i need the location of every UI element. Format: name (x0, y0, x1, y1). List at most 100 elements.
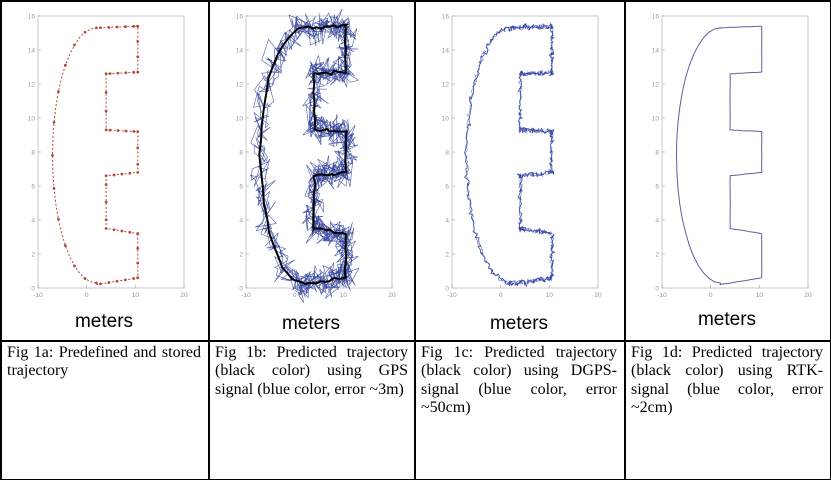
plot-2-ytick-label: 16 (442, 14, 450, 21)
plot-2-axes-box (451, 15, 599, 289)
table-divider-2 (414, 0, 416, 480)
rtk-signal-line (675, 25, 763, 286)
plot-0-xtick-label: 20 (180, 292, 188, 299)
plot-1-ytick-label: 6 (239, 184, 243, 191)
table-border-left (0, 0, 2, 480)
plot-1-ytick-label: 2 (239, 252, 243, 259)
trajectory-point (107, 281, 111, 284)
trajectory-point (112, 228, 116, 232)
plot-2-ytick-label: 8 (445, 150, 449, 157)
trajectory-point (104, 109, 108, 113)
trajectory-point (136, 276, 140, 280)
xlabel-1a: meters (74, 311, 134, 332)
trajectory-point (63, 63, 67, 67)
trajectory-point (63, 244, 67, 247)
plot-0-xtick-label: 0 (85, 292, 89, 299)
plot-1-ytick-label: 12 (236, 82, 244, 89)
plot-3-ytick-label: 6 (655, 184, 659, 191)
trajectory-point (104, 91, 108, 94)
plot-3-ytick-label: 16 (652, 14, 660, 21)
caption-1b: Fig 1b: Predicted trajectory (black colo… (215, 344, 408, 398)
trajectory-point (136, 24, 140, 28)
trajectory-point (95, 281, 98, 285)
trajectory-point (115, 279, 119, 283)
plot-3-ytick-label: 2 (655, 252, 659, 259)
trajectory-point (104, 200, 108, 204)
plot-0-ytick-label: 0 (31, 286, 35, 293)
plot-2-xtick-label: 10 (546, 292, 554, 299)
trajectory-point (124, 129, 128, 133)
trajectory-point (83, 277, 87, 280)
plot-2-ytick-label: 10 (442, 116, 450, 123)
trajectory-point (104, 128, 108, 132)
plot-1-ytick-label: 14 (236, 48, 244, 55)
plot-1b: 0 2 4 6 8 10 12 14 16 -10 0 10 20 (222, 6, 402, 304)
plot-3-xtick-label: -10 (657, 292, 667, 299)
trajectory-point (136, 162, 140, 166)
plot-0-ytick-label: 12 (28, 82, 36, 89)
plot-1-ytick-label: 8 (239, 150, 243, 157)
table-divider-1 (208, 0, 210, 480)
plot-0-axes-box (37, 15, 185, 289)
plot-2-ytick-label: 0 (445, 286, 449, 293)
trajectory-point (108, 128, 112, 132)
plot-3-ytick-label: 0 (655, 286, 659, 293)
plot-0-ytick-label: 10 (28, 116, 36, 123)
trajectory-point (123, 25, 127, 29)
plot-0-ytick-label: 8 (31, 150, 35, 157)
table-divider-3 (624, 0, 626, 480)
predicted-trajectory-line (258, 23, 350, 286)
plot-3-xtick-label: 0 (709, 292, 713, 299)
plot-1-xtick-label: 20 (388, 292, 396, 299)
trajectory-point (73, 43, 76, 47)
plot-2-ytick-label: 2 (445, 252, 449, 259)
plot-0-ytick-label: 6 (31, 184, 35, 191)
trajectory-point (136, 246, 140, 250)
plot-2-ytick-label: 12 (442, 82, 450, 89)
panel-1b: 0 2 4 6 8 10 12 14 16 -10 0 10 20 meters (208, 0, 414, 340)
trajectory-point (104, 183, 108, 186)
plot-3-ytick-label: 10 (652, 116, 660, 123)
plot-1a: 0 2 4 6 8 10 12 14 16 -10 0 10 20 (14, 6, 194, 304)
trajectory-point (120, 229, 124, 233)
panel-1d: 0 2 4 6 8 10 12 14 16 -10 0 10 20 meters (624, 0, 830, 340)
gps-signal-line (250, 13, 358, 299)
plot-2-xtick-label: 0 (499, 292, 503, 299)
trajectory-point (107, 25, 111, 29)
xlabel-1b: meters (281, 313, 341, 334)
plot-1-xtick-label: 10 (340, 292, 348, 299)
trajectory-point (57, 217, 60, 221)
panel-1a: 0 2 4 6 8 10 12 14 16 -10 0 10 20 meters (0, 0, 208, 340)
xlabel-1c: meters (489, 313, 549, 334)
table-border-right (829, 0, 831, 480)
plot-3-ytick-label: 4 (655, 218, 659, 225)
trajectory-point (116, 129, 120, 132)
trajectory-point (136, 261, 140, 265)
trajectory-point (128, 230, 132, 234)
plot-2-xtick-label: -10 (447, 292, 457, 299)
trajectory-point (116, 71, 120, 75)
plot-0-ytick-label: 14 (28, 48, 36, 55)
trajectory-point (123, 278, 127, 282)
plot-3-xtick-label: 10 (756, 292, 764, 299)
trajectory-point (104, 72, 108, 76)
plot-1-xtick-label: 0 (293, 292, 297, 299)
plot-1-ytick-label: 16 (236, 14, 244, 21)
plot-1d: 0 2 4 6 8 10 12 14 16 -10 0 10 20 (638, 6, 818, 304)
trajectory-point (99, 282, 102, 286)
plot-1-ytick-label: 0 (239, 286, 243, 293)
trajectory-point (136, 70, 140, 74)
plot-2-ytick-label: 4 (445, 218, 449, 225)
plot-2-ytick-label: 6 (445, 184, 449, 191)
plot-0-xtick-label: -10 (33, 292, 43, 299)
table-border-top (0, 0, 831, 2)
caption-1d: Fig 1d: Predicted trajectory (black colo… (631, 344, 823, 416)
trajectory-point (99, 26, 102, 30)
trajectory-point (120, 172, 124, 176)
trajectory-point (132, 70, 136, 74)
trajectory-point (57, 90, 60, 94)
